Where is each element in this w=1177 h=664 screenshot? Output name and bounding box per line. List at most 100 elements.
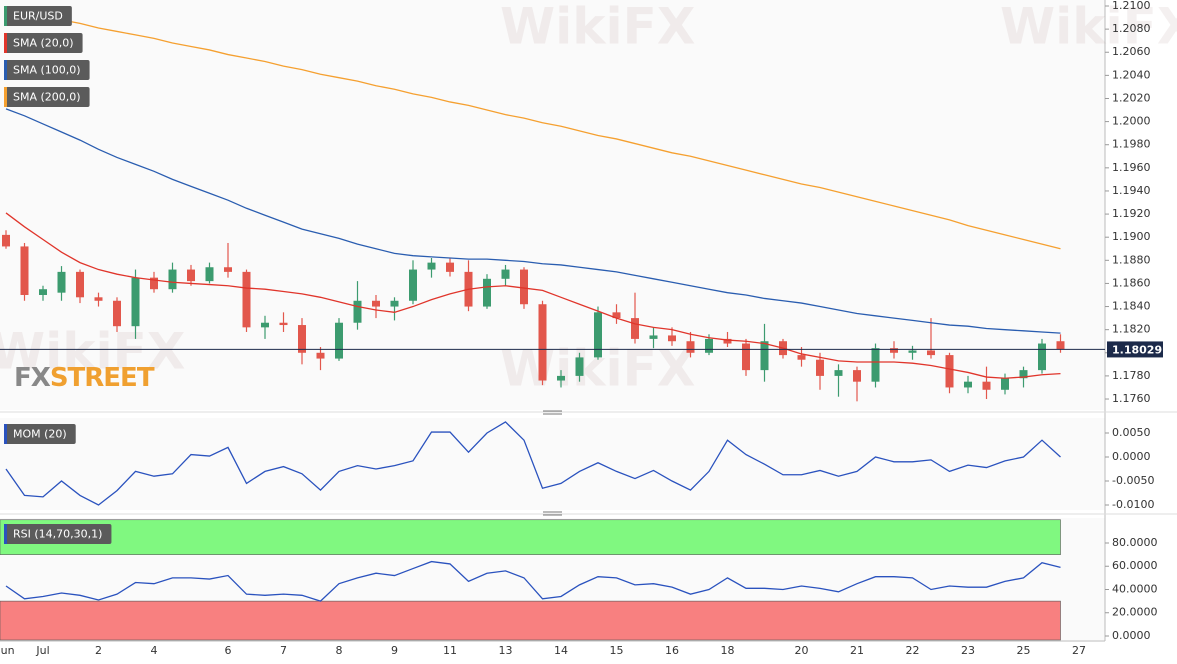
y-tick-label: 1.1880 xyxy=(1112,253,1151,266)
candle-body xyxy=(594,312,602,358)
series-line xyxy=(5,212,1061,379)
candle-body xyxy=(409,269,417,301)
x-tick-label: 8 xyxy=(336,644,343,657)
y-tick-label: 1.1900 xyxy=(1112,230,1151,243)
candle-body xyxy=(797,355,806,360)
candle-body xyxy=(575,357,584,376)
candle-body xyxy=(668,335,676,342)
x-tick-label: 20 xyxy=(795,644,809,657)
candle-body xyxy=(446,262,454,272)
candle-body xyxy=(908,350,917,353)
x-tick-label: 7 xyxy=(280,644,287,657)
candle-body xyxy=(686,341,695,353)
candle-body xyxy=(501,269,510,279)
candle-body xyxy=(520,269,528,305)
x-tick-label: 9 xyxy=(391,644,398,657)
last-price-label: 1.18029 xyxy=(1112,343,1162,356)
y-tick-label: 1.2080 xyxy=(1112,22,1151,35)
candle-body xyxy=(612,312,621,319)
y-tick-label: 1.1780 xyxy=(1112,369,1151,382)
x-tick-label: 2 xyxy=(95,644,102,657)
candle-body xyxy=(187,269,195,282)
series-line xyxy=(5,108,1061,334)
x-tick-label: 22 xyxy=(906,644,920,657)
x-tick-label: 13 xyxy=(499,644,513,657)
y-tick-label: 1.1760 xyxy=(1112,392,1151,405)
series-line xyxy=(5,8,1061,250)
x-tick-label: 4 xyxy=(151,644,158,657)
legend-item: SMA (100,0) xyxy=(4,60,90,80)
y-tick-label: 1.2000 xyxy=(1112,115,1151,128)
candle-body xyxy=(131,277,140,327)
legend-box xyxy=(4,524,112,544)
brand-street: STREET xyxy=(50,363,155,393)
candle-body xyxy=(1038,343,1046,371)
y-tick-label: 40.0000 xyxy=(1112,582,1158,595)
x-tick-label: 16 xyxy=(665,644,679,657)
y-tick-label: 0.0050 xyxy=(1112,426,1151,439)
legend-label: RSI (14,70,30,1) xyxy=(13,528,102,541)
last-price-box xyxy=(1107,341,1163,358)
candle-body xyxy=(113,300,121,327)
x-tick-label: 18 xyxy=(721,644,735,657)
legend-box xyxy=(4,60,90,80)
x-tick-label: Jul xyxy=(35,644,49,657)
candle-body xyxy=(1056,341,1065,350)
candle-body xyxy=(279,322,288,326)
candle-body xyxy=(649,335,658,339)
y-tick-label: 1.2040 xyxy=(1112,68,1151,81)
legend-swatch xyxy=(4,424,7,444)
candle-body xyxy=(39,289,47,295)
y-tick-label: 20.0000 xyxy=(1112,606,1158,619)
candle-body xyxy=(723,338,732,344)
brand-logo: FXSTREET xyxy=(14,363,155,393)
candle-body xyxy=(335,322,343,359)
candle-body xyxy=(982,381,991,390)
legend-item: EUR/USD xyxy=(4,6,72,26)
candle-body xyxy=(890,348,898,353)
x-tick-label: 25 xyxy=(1017,644,1031,657)
legend-symbol: EUR/USD xyxy=(13,10,63,23)
x-tick-label: 11 xyxy=(443,644,457,657)
legend-item: SMA (200,0) xyxy=(4,87,90,107)
candle-body xyxy=(557,375,565,381)
candle-body xyxy=(853,370,861,382)
candle-body xyxy=(205,267,214,282)
y-tick-label: 1.1820 xyxy=(1112,323,1151,336)
candle-body xyxy=(742,343,750,371)
candle-body xyxy=(945,355,954,388)
y-tick-label: 1.1840 xyxy=(1112,300,1151,313)
candle-body xyxy=(242,271,251,328)
watermark: WikiFX xyxy=(1000,0,1177,56)
legend-box xyxy=(4,87,90,107)
candle-body xyxy=(1001,378,1009,390)
legend-box xyxy=(4,6,72,26)
y-tick-label: 80.0000 xyxy=(1112,536,1158,549)
legend-swatch xyxy=(4,87,7,107)
legend-swatch xyxy=(4,33,7,53)
y-tick-label: 0.0000 xyxy=(1112,450,1151,463)
x-tick-label: 21 xyxy=(850,644,864,657)
y-tick-label: 1.2060 xyxy=(1112,45,1151,58)
legend-box xyxy=(4,33,83,53)
legend-swatch xyxy=(4,524,7,544)
resize-handle[interactable] xyxy=(543,410,562,516)
candle-body xyxy=(261,322,269,328)
candle-body xyxy=(76,271,84,298)
y-tick-label: 1.1960 xyxy=(1112,161,1151,174)
x-tick-label: 14 xyxy=(554,644,568,657)
candle-body xyxy=(372,300,380,307)
candle-body xyxy=(834,370,843,376)
candle-body xyxy=(538,304,547,381)
y-tick-label: 1.2020 xyxy=(1112,91,1151,104)
candle-body xyxy=(316,352,325,359)
price-panel xyxy=(0,0,1105,410)
candle-body xyxy=(964,381,972,388)
candle-body xyxy=(57,271,66,293)
mom-panel xyxy=(0,418,1105,510)
watermark: WikiFX xyxy=(0,323,185,381)
x-tick-label: 27 xyxy=(1072,644,1086,657)
y-tick-label: 1.2100 xyxy=(1112,0,1151,12)
series-line xyxy=(5,421,1061,506)
